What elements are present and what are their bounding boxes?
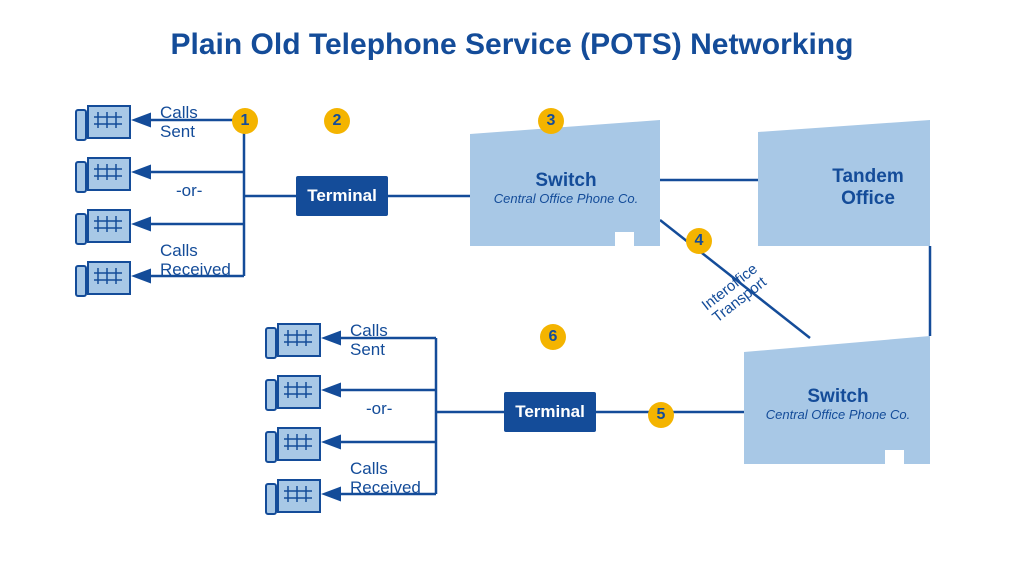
phone-icon xyxy=(76,106,130,140)
phone-group-label: CallsReceived xyxy=(350,460,421,497)
phone-group-label: CallsSent xyxy=(160,104,198,141)
phone-icon xyxy=(266,428,320,462)
phone-group-label: -or- xyxy=(366,400,392,419)
step-badge-5: 5 xyxy=(648,402,674,428)
step-badge-4: 4 xyxy=(686,228,712,254)
terminal-box: Terminal xyxy=(296,176,388,216)
step-badge-3: 3 xyxy=(538,108,564,134)
phone-group-label: CallsSent xyxy=(350,322,388,359)
phone-group-label: CallsReceived xyxy=(160,242,231,279)
step-badge-6: 6 xyxy=(540,324,566,350)
building-label-tandem: TandemOffice xyxy=(788,166,948,210)
step-badge-1: 1 xyxy=(232,108,258,134)
terminal-box: Terminal xyxy=(504,392,596,432)
building-label-switch1: SwitchCentral Office Phone Co. xyxy=(486,170,646,207)
building-label-switch2: SwitchCentral Office Phone Co. xyxy=(758,386,918,423)
phone-icon xyxy=(266,480,320,514)
phone-icon xyxy=(266,324,320,358)
step-badge-2: 2 xyxy=(324,108,350,134)
diagram-svg xyxy=(0,0,1024,576)
phone-icon xyxy=(76,158,130,192)
phone-group-label: -or- xyxy=(176,182,202,201)
phone-icon xyxy=(266,376,320,410)
phone-icon xyxy=(76,210,130,244)
phone-icon xyxy=(76,262,130,296)
